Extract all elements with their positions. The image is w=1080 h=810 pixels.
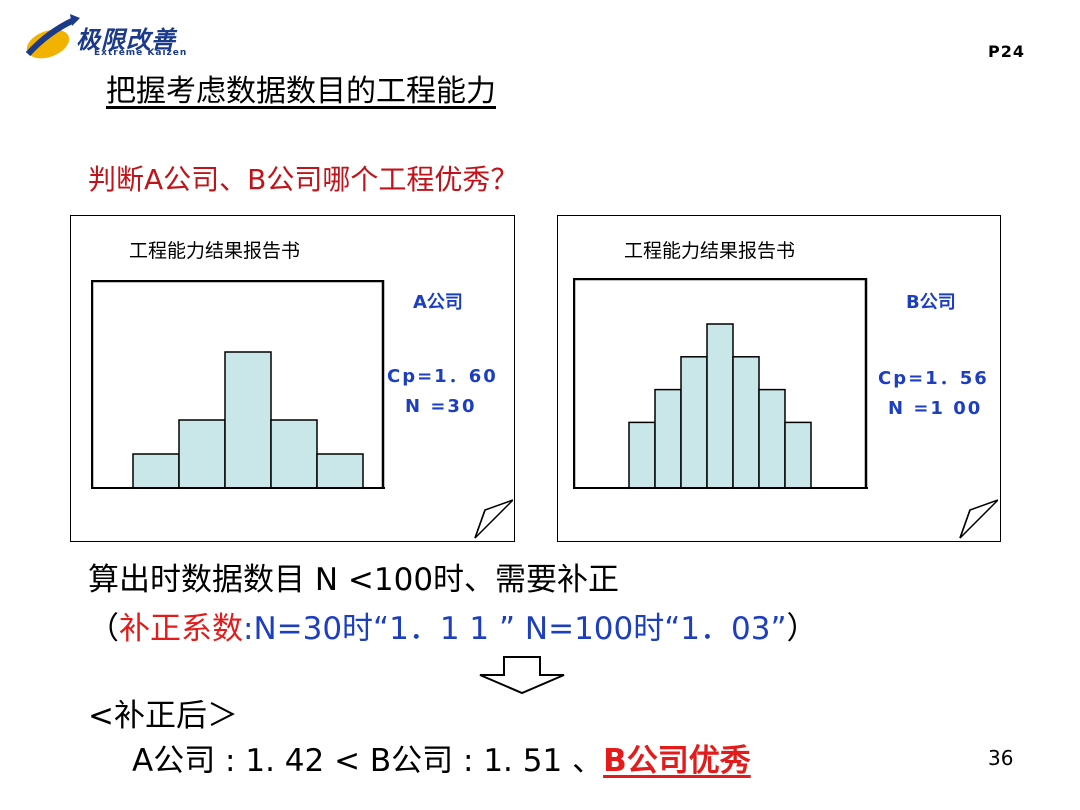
open-paren: （: [88, 611, 119, 647]
histogram-a: [91, 280, 385, 489]
result-line: A公司 : 1. 42 < B公司 : 1. 51 、B公司优秀: [132, 735, 751, 780]
company-label: B公司: [906, 292, 956, 313]
histogram-b: [573, 278, 868, 489]
histogram-bar: [316, 453, 364, 489]
n-value: N =1 00: [888, 398, 983, 419]
slide-number: 36: [988, 746, 1014, 770]
result-winner: B公司优秀: [603, 743, 751, 779]
result-comparison: A公司 : 1. 42 < B公司 : 1. 51 、: [132, 743, 604, 779]
histogram-bar: [270, 419, 318, 489]
cp-value: Cp=1．56: [878, 368, 989, 389]
histogram-bar: [680, 356, 708, 489]
report-title: 工程能力结果报告书: [129, 240, 301, 262]
cp-value: Cp=1．60: [387, 366, 498, 387]
down-arrow-icon: [479, 656, 565, 695]
page-curl-icon: [474, 499, 513, 539]
histogram-bar: [178, 419, 226, 489]
correction-note: 算出时数据数目 N <100时、需要补正: [88, 562, 620, 598]
company-label: A公司: [413, 292, 463, 313]
company-logo: [25, 14, 80, 59]
histogram-bar: [758, 388, 786, 489]
page-label: P24: [988, 42, 1025, 61]
page-curl-icon: [959, 499, 998, 539]
histogram-bar: [654, 388, 682, 489]
histogram-bar: [706, 323, 734, 489]
histogram-bar: [628, 421, 656, 489]
report-title: 工程能力结果报告书: [624, 240, 796, 262]
slide-title: 把握考虑数据数目的工程能力: [106, 74, 496, 109]
histogram-bar: [132, 453, 180, 489]
correction-factor-label: 补正系数: [119, 611, 243, 647]
close-paren: ）: [786, 611, 818, 647]
histogram-bar: [224, 351, 272, 489]
report-panel-b: 工程能力结果报告书 B公司 Cp=1．56 N =1 00: [557, 215, 1001, 542]
histogram-bar: [784, 421, 812, 489]
report-panel-a: 工程能力结果报告书 A公司 Cp=1．60 N =30: [70, 215, 515, 542]
histogram-bar: [732, 356, 760, 489]
logo-name-en: Extreme Kaizen: [94, 48, 188, 58]
correction-factor-line: （补正系数:N=30时“1．1 1 ” N=100时“1．03”）: [88, 603, 818, 648]
question: 判断A公司、B公司哪个工程优秀？: [88, 163, 519, 196]
n-value: N =30: [405, 396, 477, 417]
correction-factor-values: :N=30时“1．1 1 ” N=100时“1．03”: [243, 611, 787, 647]
after-correction-label: <补正后＞: [88, 698, 238, 734]
logo-name-cn: 极限改善: [76, 26, 176, 54]
